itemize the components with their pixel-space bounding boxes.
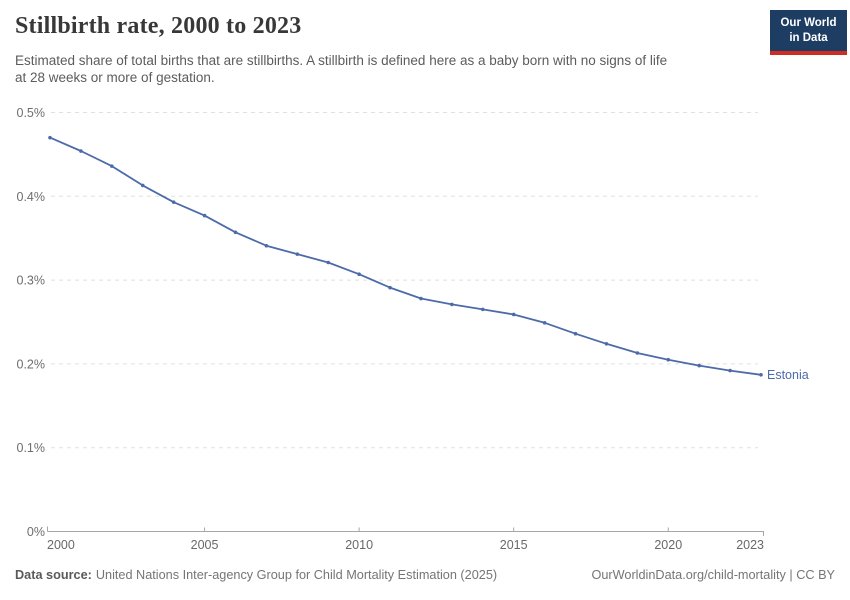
data-point — [573, 331, 578, 336]
y-tick-label: 0.4% — [17, 190, 46, 204]
data-point — [79, 149, 83, 153]
x-tick-label: 2020 — [654, 538, 682, 552]
data-point — [110, 164, 114, 168]
data-point — [604, 341, 609, 346]
data-point — [635, 351, 640, 355]
page-title: Stillbirth rate, 2000 to 2023 — [15, 13, 302, 39]
data-point — [48, 135, 52, 140]
x-axis — [47, 526, 764, 536]
data-point — [326, 260, 331, 265]
footer-source-text: United Nations Inter-agency Group for Ch… — [95, 568, 498, 582]
data-point — [728, 368, 732, 373]
footer-license-link[interactable]: OurWorldinData.org/child-mortality | CC … — [591, 568, 836, 582]
x-tick-label: 2010 — [345, 538, 373, 552]
data-point — [388, 285, 392, 290]
data-point — [666, 357, 671, 362]
data-point — [480, 307, 485, 312]
footer-source: Data source: United Nations Inter-agency … — [15, 568, 497, 582]
chart-subtitle: Estimated share of total births that are… — [15, 52, 760, 86]
y-tick-label: 0% — [27, 525, 45, 539]
footer-source-label: Data source: — [15, 568, 92, 582]
owid-logo[interactable]: Our World in Data — [770, 10, 847, 56]
x-tick-label: 2015 — [500, 538, 528, 552]
x-tick-label: 2023 — [736, 538, 764, 552]
x-tick-label: 2005 — [191, 538, 219, 552]
owid-logo-box: Our World in Data — [770, 10, 847, 51]
y-tick-label: 0.5% — [17, 106, 46, 120]
data-point — [140, 183, 145, 188]
data-point — [450, 302, 454, 307]
chart-subtitle-line2: at 28 weeks or more of gestation. — [15, 70, 215, 85]
data-point — [697, 363, 701, 368]
data-point — [202, 213, 207, 218]
owid-logo-line1: Our World — [780, 17, 837, 29]
y-tick-label: 0.2% — [17, 357, 46, 371]
y-tick-label: 0.1% — [17, 441, 46, 455]
trend-line — [49, 136, 762, 376]
data-point — [511, 312, 516, 317]
data-point — [233, 230, 238, 235]
owid-logo-stripe — [770, 50, 847, 56]
y-tick-label: 0.3% — [17, 274, 46, 288]
data-point — [264, 243, 269, 248]
data-point — [171, 200, 176, 204]
x-tick-label: 2000 — [47, 538, 75, 552]
data-point — [759, 372, 763, 377]
data-point — [419, 296, 423, 301]
series-label-estonia[interactable]: Estonia — [767, 368, 809, 382]
data-point — [357, 272, 361, 277]
owid-logo-line2: in Data — [789, 31, 828, 44]
chart-subtitle-line1: Estimated share of total births that are… — [15, 53, 668, 68]
data-point — [295, 252, 300, 256]
chart-footer: Data source: United Nations Inter-agency … — [15, 568, 835, 582]
data-point — [542, 321, 547, 325]
